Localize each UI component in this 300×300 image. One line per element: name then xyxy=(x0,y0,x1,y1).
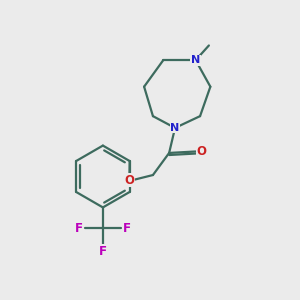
Text: O: O xyxy=(124,173,134,187)
Text: F: F xyxy=(75,221,83,235)
Text: N: N xyxy=(191,55,200,65)
Text: F: F xyxy=(123,221,131,235)
Text: F: F xyxy=(99,245,107,258)
Text: O: O xyxy=(196,145,206,158)
Text: N: N xyxy=(170,123,180,133)
